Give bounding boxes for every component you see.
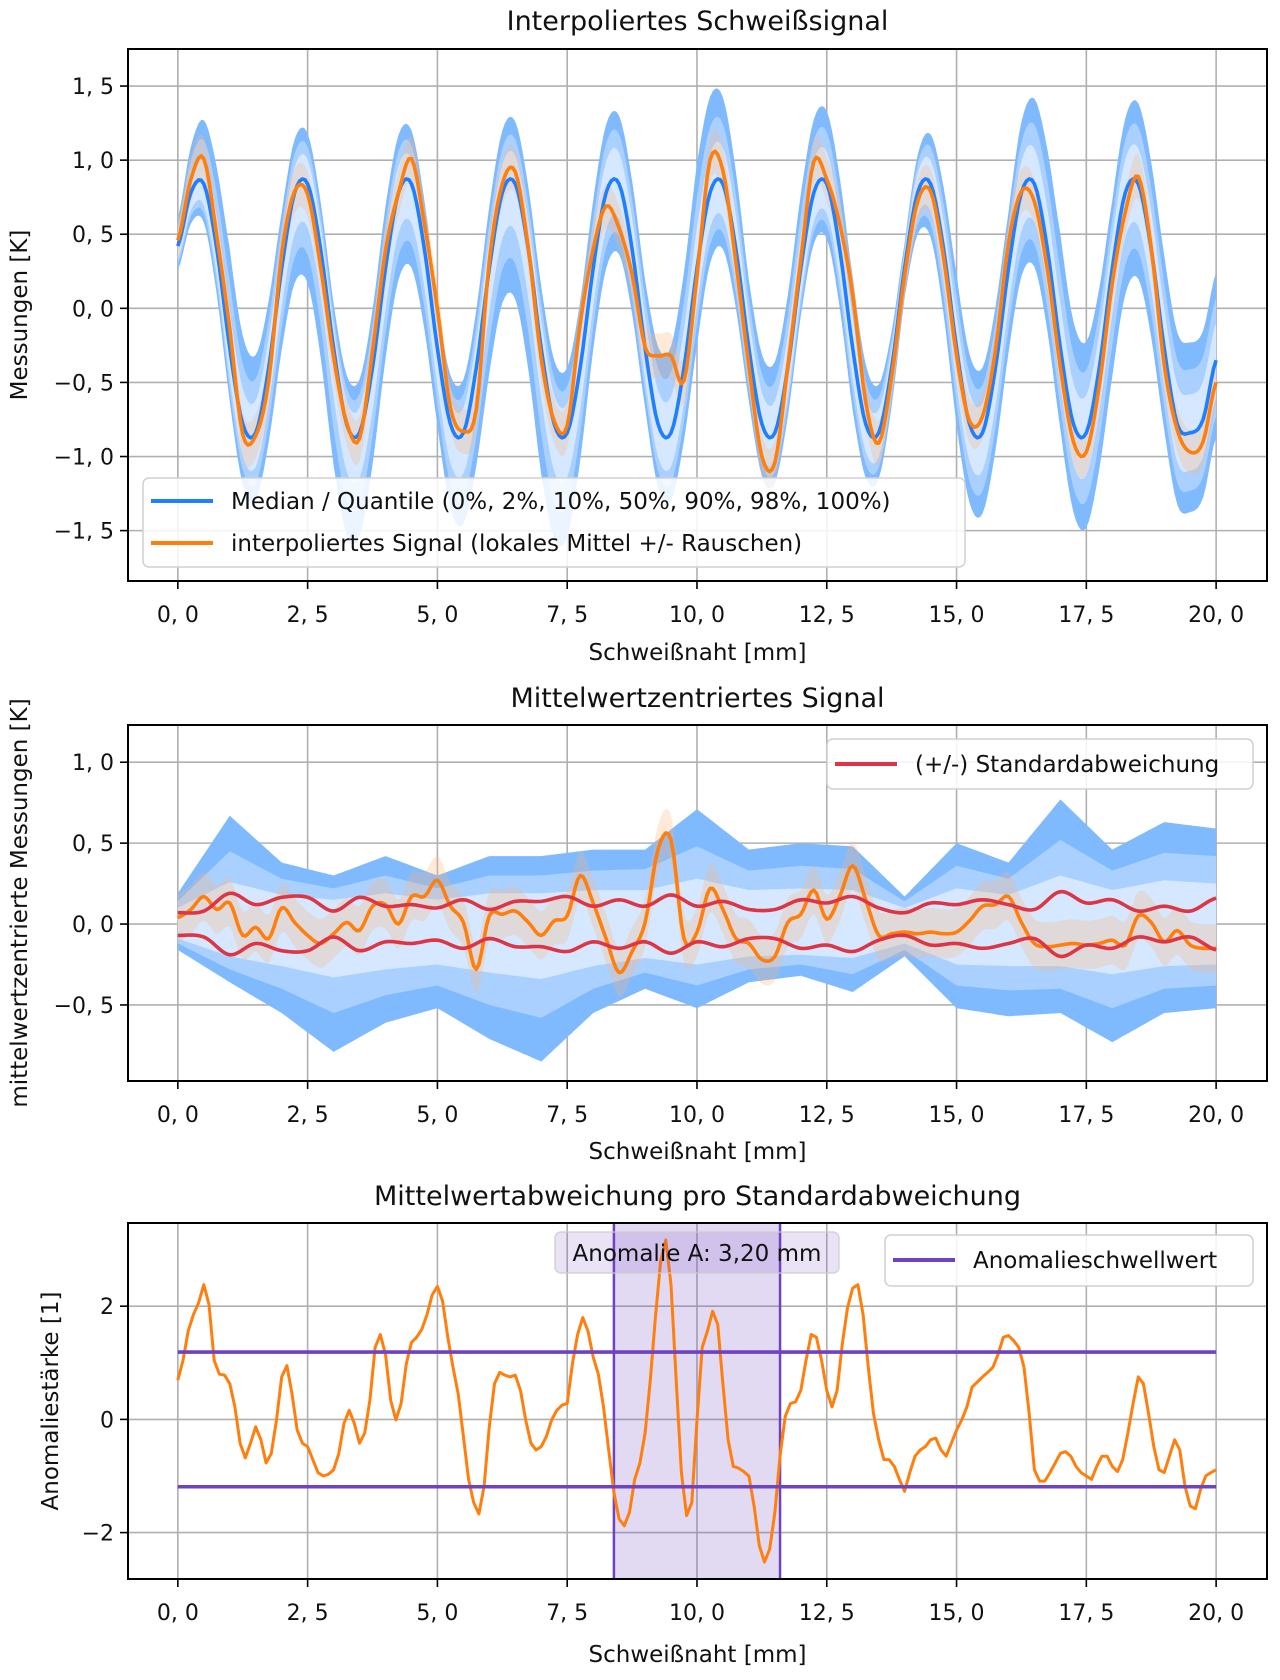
legend-box xyxy=(884,1234,1254,1287)
x-tick-label: 17, 5 xyxy=(1058,603,1114,628)
y-tick-label: −0, 5 xyxy=(54,371,114,396)
noise-band xyxy=(177,808,1217,997)
x-tick-label: 20, 0 xyxy=(1188,603,1244,628)
x-tick-label: 12, 5 xyxy=(799,603,855,628)
x-axis-label: Schweißnaht [mm] xyxy=(589,1139,807,1165)
chart-1: Interpoliertes Schweißsignal 0, 0 2, 5 5, 0… xyxy=(7,6,1268,666)
y-tick-label: −0, 5 xyxy=(54,994,114,1019)
x-tick-label: 17, 5 xyxy=(1058,1103,1114,1128)
y-tick-label: 0 xyxy=(100,1408,114,1433)
y-tick-label: 2 xyxy=(100,1295,114,1320)
x-tick-label: 2, 5 xyxy=(287,603,329,628)
centered-signal-line xyxy=(177,831,1217,975)
legend-box xyxy=(142,477,966,568)
x-tick-label: 0, 0 xyxy=(157,1103,199,1128)
y-axis-label: Messungen [K] xyxy=(7,230,33,401)
x-tick-label: 5, 0 xyxy=(416,603,458,628)
x-tick-label: 20, 0 xyxy=(1188,1103,1244,1128)
chart-title: Mittelwertzentriertes Signal xyxy=(510,683,884,714)
y-axis-label: mittelwertzentrierte Messungen [K] xyxy=(7,698,33,1107)
x-tick-label: 5, 0 xyxy=(416,1103,458,1128)
legend-label: Anomalieschwellwert xyxy=(973,1248,1217,1274)
x-tick-label: 17, 5 xyxy=(1058,1601,1114,1626)
y-tick-label: −2 xyxy=(82,1522,114,1547)
chart-3: Mittelwertabweichung pro Standardabweich… xyxy=(38,1181,1268,1668)
legend-label: (+/-) Standardabweichung xyxy=(915,752,1219,778)
y-tick-label: 0, 0 xyxy=(72,913,114,938)
anomaly-label: Anomalie A: 3,20 mm xyxy=(573,1241,822,1267)
plot-area xyxy=(176,88,1218,547)
y-axis-label: Anomaliestärke [1] xyxy=(38,1292,64,1511)
y-tick-label: 1, 0 xyxy=(72,149,114,174)
x-tick-label: 15, 0 xyxy=(929,603,985,628)
x-tick-label: 10, 0 xyxy=(669,1103,725,1128)
y-tick-label: −1, 5 xyxy=(54,520,114,545)
x-tick-label: 15, 0 xyxy=(929,1103,985,1128)
x-tick-label: 7, 5 xyxy=(546,1103,588,1128)
legend-label: interpoliertes Signal (lokales Mittel +/… xyxy=(231,531,802,557)
x-tick-label: 0, 0 xyxy=(157,1601,199,1626)
y-tick-label: 0, 0 xyxy=(72,297,114,322)
x-tick-label: 2, 5 xyxy=(287,1601,329,1626)
chart-title: Mittelwertabweichung pro Standardabweich… xyxy=(374,1181,1021,1212)
chart-title: Interpoliertes Schweißsignal xyxy=(507,6,889,37)
legend-box xyxy=(826,738,1254,790)
std-upper-line xyxy=(177,889,1217,915)
legend: (+/-) Standardabweichung xyxy=(826,738,1254,790)
legend-label: Median / Quantile (0%, 2%, 10%, 50%, 90%… xyxy=(231,489,891,515)
y-tick-label: 1, 0 xyxy=(72,751,114,776)
x-tick-label: 12, 5 xyxy=(799,1103,855,1128)
signal-line xyxy=(176,149,1218,474)
y-tick-label: 0, 5 xyxy=(72,223,114,248)
x-tick-label: 0, 0 xyxy=(157,603,199,628)
x-tick-label: 5, 0 xyxy=(416,1601,458,1626)
y-tick-label: −1, 0 xyxy=(54,446,114,471)
plot-area xyxy=(176,1223,1217,1579)
plot-area xyxy=(177,799,1217,1062)
x-tick-label: 20, 0 xyxy=(1188,1601,1244,1626)
legend: Anomalieschwellwert xyxy=(884,1234,1254,1287)
anomaly-score-line xyxy=(176,1238,1217,1564)
x-tick-label: 10, 0 xyxy=(669,603,725,628)
quantile-band-2-98 xyxy=(177,116,1217,514)
x-tick-label: 12, 5 xyxy=(799,1601,855,1626)
x-tick-label: 15, 0 xyxy=(929,1601,985,1626)
x-axis-label: Schweißnaht [mm] xyxy=(589,1642,807,1668)
legend: Median / Quantile (0%, 2%, 10%, 50%, 90%… xyxy=(142,477,966,568)
x-tick-label: 2, 5 xyxy=(287,1103,329,1128)
chart-2: Mittelwertzentriertes Signal 0, 0 2, 5 5, 0… xyxy=(7,683,1268,1165)
std-lower-line xyxy=(177,933,1217,959)
x-axis-label: Schweißnaht [mm] xyxy=(589,640,807,666)
y-tick-label: 1, 5 xyxy=(72,75,114,100)
anomaly-label-box xyxy=(554,1231,840,1274)
x-tick-label: 7, 5 xyxy=(546,1601,588,1626)
x-tick-label: 10, 0 xyxy=(669,1601,725,1626)
x-tick-label: 7, 5 xyxy=(546,603,588,628)
y-tick-label: 0, 5 xyxy=(72,832,114,857)
